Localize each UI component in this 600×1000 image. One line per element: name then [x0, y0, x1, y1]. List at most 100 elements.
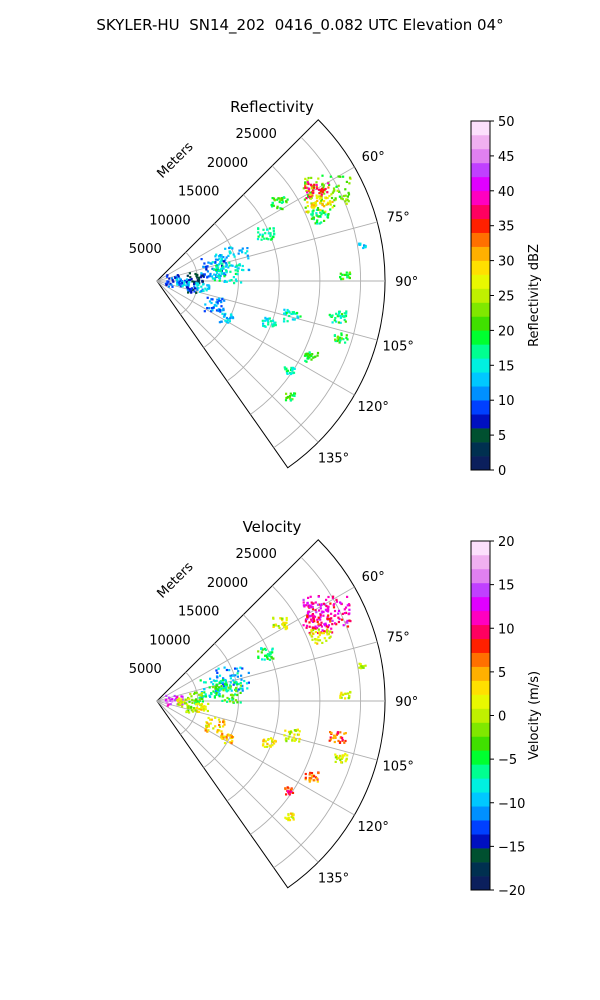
echo-gate	[297, 316, 300, 319]
echo-gate	[194, 691, 197, 694]
echo-gate	[228, 669, 231, 672]
echo-gate	[319, 607, 322, 610]
echo-gate	[271, 744, 274, 747]
echo-gate	[345, 198, 348, 201]
echo-gate	[187, 709, 190, 712]
echo-gate	[200, 692, 203, 695]
range-ring	[273, 136, 361, 449]
colorbar: 0 5 10 15 20 25 30 35 40 45 50 Reflectivity dBZ	[470, 115, 542, 479]
range-tick-label: 5000	[129, 242, 162, 257]
echo-gate	[264, 654, 267, 657]
echo-gate	[194, 703, 198, 706]
echo-gate	[281, 199, 284, 202]
echo-gate	[342, 175, 345, 178]
colorbar-swatch	[471, 176, 490, 192]
echo-gate	[284, 628, 287, 631]
echo-gate	[221, 734, 224, 737]
echo-gate	[326, 628, 329, 631]
echo-gate	[223, 735, 226, 738]
echo-gate	[241, 251, 244, 254]
echo-gate	[168, 696, 171, 699]
echo-gate	[334, 198, 337, 201]
echo-gate	[333, 319, 336, 322]
colorbar-tick-label: 25	[498, 290, 515, 305]
echo-gate	[191, 701, 194, 704]
echo-gate	[310, 619, 313, 622]
echo-gate	[217, 267, 220, 270]
echo-gate	[318, 639, 322, 642]
echo-gate	[331, 619, 334, 622]
echo-gate	[267, 317, 270, 320]
echo-gate	[213, 695, 216, 698]
echo-gate	[290, 788, 293, 791]
echo-gate	[248, 268, 251, 272]
echo-gate	[218, 692, 221, 696]
echo-gate	[326, 216, 330, 219]
echo-gate	[189, 692, 192, 696]
echo-gate	[283, 734, 286, 737]
echo-gate	[305, 360, 308, 363]
echo-gate	[219, 274, 222, 277]
echo-gate	[225, 737, 228, 740]
colorbar-tick-label: 5	[498, 666, 506, 681]
echo-gate	[225, 264, 228, 267]
echo-gate	[214, 680, 217, 683]
echo-gate	[271, 197, 274, 200]
colorbar-swatch	[471, 386, 490, 401]
echo-gate	[215, 268, 218, 272]
echo-gate	[337, 616, 340, 619]
echo-gate	[199, 697, 202, 700]
echo-gate	[287, 816, 290, 819]
echo-gate	[236, 701, 239, 704]
echo-gate	[261, 648, 264, 651]
echo-gate	[215, 266, 218, 269]
echo-gate	[343, 732, 346, 735]
echo-gate	[218, 279, 221, 282]
echo-gate	[263, 745, 266, 748]
echo-gate	[231, 247, 234, 250]
echo-gate	[257, 235, 260, 238]
echo-gate	[176, 283, 179, 286]
echo-gate	[188, 281, 191, 284]
theta-tick-label: 75°	[387, 210, 410, 225]
echo-gate	[218, 725, 222, 728]
echo-gate	[344, 732, 347, 735]
echo-gate	[314, 201, 317, 204]
echo-gate	[202, 695, 206, 698]
echo-gate	[273, 742, 276, 745]
echo-gate	[347, 193, 351, 196]
echo-gate	[339, 758, 342, 762]
echo-gate	[204, 708, 207, 711]
echo-gate	[308, 631, 311, 635]
echo-gate	[232, 701, 235, 704]
echo-gate	[181, 705, 184, 708]
echo-gate	[201, 273, 205, 276]
echo-gate	[286, 790, 289, 793]
echo-gate	[346, 198, 349, 201]
colorbar-swatch	[471, 134, 490, 150]
echo-gate	[273, 198, 277, 202]
echo-gate	[218, 729, 221, 732]
echo-gate	[346, 625, 350, 628]
echo-gate	[212, 727, 215, 730]
range-ring	[250, 165, 321, 415]
echo-gate	[222, 256, 225, 259]
echo-gate	[195, 275, 198, 278]
echo-gate	[287, 737, 290, 740]
echo-gate	[327, 632, 330, 636]
range-tick-label: 10000	[149, 633, 190, 648]
echo-gate	[222, 307, 225, 310]
colorbar-swatch	[471, 204, 490, 220]
echo-gate	[225, 735, 228, 738]
echo-gate	[324, 196, 327, 199]
echo-cell	[303, 351, 320, 363]
echo-gate	[265, 654, 268, 657]
echo-gate	[272, 227, 275, 230]
echo-gate	[310, 601, 313, 604]
echo-cell	[310, 208, 332, 225]
echo-gate	[340, 618, 344, 621]
echo-gate	[193, 699, 196, 702]
echo-gate	[272, 657, 275, 660]
echo-gate	[344, 315, 347, 318]
echo-gate	[344, 194, 347, 197]
